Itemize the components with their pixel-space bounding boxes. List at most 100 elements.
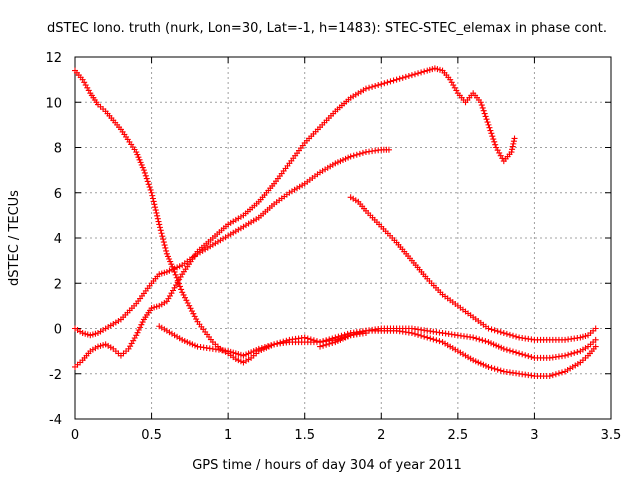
- data-point: [334, 337, 341, 344]
- data-point: [451, 84, 458, 91]
- data-point: [227, 348, 234, 355]
- data-point: [482, 362, 489, 369]
- data-point: [496, 149, 503, 156]
- data-point: [488, 326, 495, 333]
- data-point: [149, 195, 156, 202]
- series-5: [347, 194, 599, 343]
- x-tick-label: 0.5: [141, 428, 162, 443]
- data-point: [372, 82, 379, 89]
- y-tick-label: 0: [54, 323, 62, 338]
- data-point: [183, 297, 190, 304]
- data-point: [264, 343, 271, 350]
- data-point: [137, 324, 144, 331]
- data-point: [131, 335, 138, 342]
- data-point: [171, 284, 178, 291]
- data-point: [245, 350, 252, 357]
- data-point: [151, 201, 158, 208]
- y-tick-label: 6: [54, 187, 62, 202]
- data-point: [158, 270, 165, 277]
- data-point: [482, 338, 489, 345]
- data-point: [139, 164, 146, 171]
- data-point: [509, 348, 516, 355]
- data-point: [418, 69, 425, 76]
- data-point: [326, 340, 333, 347]
- data-point: [353, 330, 360, 337]
- data-point: [350, 331, 357, 338]
- data-point: [356, 150, 363, 157]
- data-point: [153, 303, 160, 310]
- data-point: [153, 209, 160, 216]
- data-point: [161, 269, 168, 276]
- data-point: [145, 181, 152, 188]
- data-points: [72, 65, 599, 380]
- data-point: [337, 158, 344, 165]
- data-point: [453, 87, 460, 94]
- data-point: [225, 348, 232, 355]
- data-point: [508, 149, 515, 156]
- data-point: [181, 337, 188, 344]
- data-point: [160, 236, 167, 243]
- data-point: [168, 290, 175, 297]
- data-point: [519, 351, 526, 358]
- data-point: [483, 116, 490, 123]
- data-point: [142, 172, 149, 179]
- data-point: [79, 330, 86, 337]
- data-point: [150, 198, 157, 205]
- data-point: [488, 340, 495, 347]
- data-point: [429, 66, 436, 73]
- series-3: [72, 65, 518, 370]
- data-point: [571, 349, 578, 356]
- data-point: [415, 331, 422, 338]
- data-point: [179, 289, 186, 296]
- data-point: [480, 361, 487, 368]
- data-point: [411, 71, 418, 78]
- data-point: [148, 305, 155, 312]
- data-point: [448, 79, 455, 86]
- data-point: [179, 336, 186, 343]
- data-point: [482, 113, 489, 120]
- data-point: [165, 295, 172, 302]
- data-point: [130, 337, 137, 344]
- data-point: [163, 247, 170, 254]
- x-tick-label: 2: [377, 428, 385, 443]
- data-point: [491, 327, 498, 334]
- y-tick-label: -2: [49, 368, 62, 383]
- data-point: [258, 344, 265, 351]
- data-point: [135, 327, 142, 334]
- data-point: [329, 339, 336, 346]
- data-point: [146, 184, 153, 191]
- data-point: [503, 346, 510, 353]
- data-point: [163, 268, 170, 275]
- data-point: [341, 331, 348, 338]
- data-point: [240, 352, 247, 359]
- data-point: [522, 352, 529, 359]
- y-tick-label: 4: [54, 232, 62, 247]
- data-point: [166, 267, 173, 274]
- data-point: [470, 334, 477, 341]
- data-point: [332, 160, 339, 167]
- data-point: [167, 258, 174, 265]
- data-point: [152, 204, 159, 211]
- data-point: [144, 178, 151, 185]
- data-point: [184, 339, 191, 346]
- data-point: [509, 146, 516, 153]
- data-point: [94, 343, 101, 350]
- data-point: [436, 66, 443, 73]
- data-point: [411, 330, 418, 337]
- data-point: [399, 74, 406, 81]
- data-point: [495, 343, 502, 350]
- data-point: [421, 333, 428, 340]
- data-point: [510, 140, 517, 147]
- data-point: [151, 304, 158, 311]
- data-point: [450, 82, 457, 89]
- data-point: [189, 341, 196, 348]
- data-point: [89, 331, 96, 338]
- data-point: [243, 351, 250, 358]
- data-point: [579, 333, 586, 340]
- data-point: [408, 330, 415, 337]
- data-point: [427, 335, 434, 342]
- data-point: [549, 372, 556, 379]
- data-point: [500, 345, 507, 352]
- data-point: [177, 283, 184, 290]
- series-4: [156, 323, 599, 361]
